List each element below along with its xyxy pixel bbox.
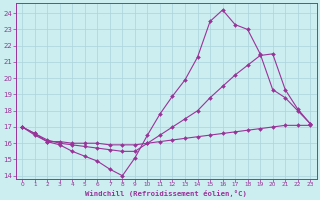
X-axis label: Windchill (Refroidissement éolien,°C): Windchill (Refroidissement éolien,°C)	[85, 190, 247, 197]
